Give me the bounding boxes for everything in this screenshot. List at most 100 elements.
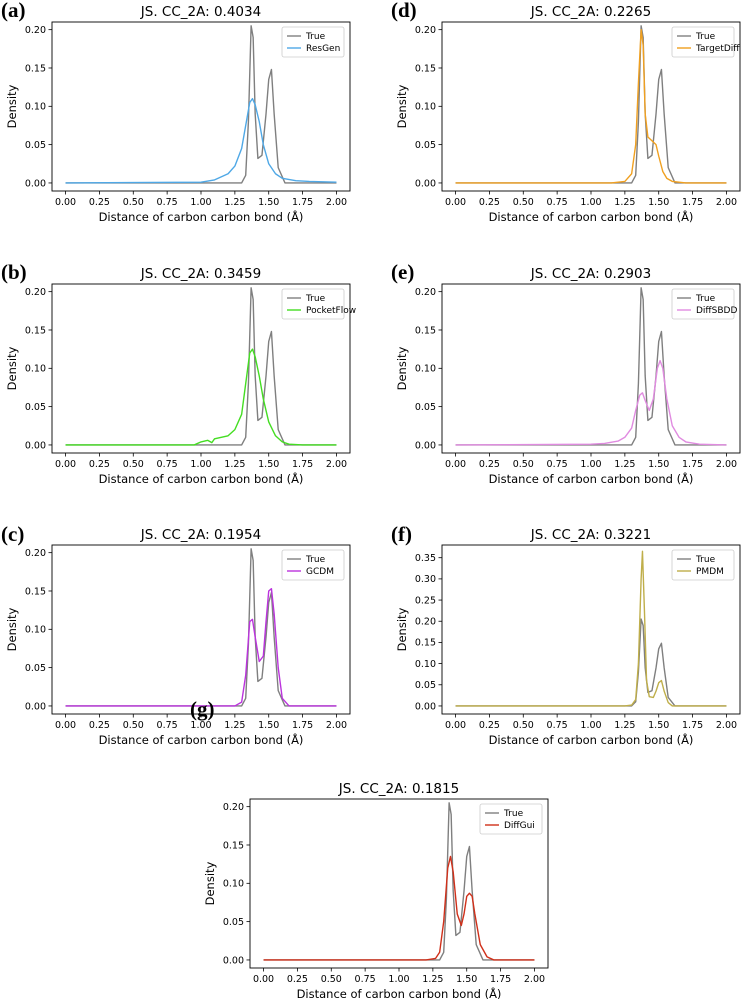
x-tick-label: 0.00 — [253, 974, 274, 985]
y-tick-label: 0.00 — [223, 955, 244, 966]
y-tick-label: 0.15 — [25, 325, 46, 336]
y-tick-label: 0.10 — [25, 625, 46, 636]
x-tick-label: 1.00 — [388, 974, 409, 985]
legend-label: True — [695, 294, 716, 304]
legend-box — [281, 288, 345, 320]
y-tick-label: 0.00 — [415, 178, 436, 189]
x-tick-label: 1.75 — [490, 974, 511, 985]
legend-label: ResGen — [306, 44, 340, 54]
y-tick-label: 0.05 — [25, 402, 46, 413]
chart-title: JS. CC_2A: 0.1954 — [140, 527, 261, 543]
x-tick-label: 1.00 — [580, 459, 601, 470]
x-tick-label: 2.00 — [326, 459, 347, 470]
x-tick-label: 0.25 — [479, 459, 500, 470]
x-tick-label: 1.75 — [292, 197, 313, 208]
y-tick-label: 0.05 — [223, 917, 244, 928]
y-tick-label: 0.10 — [25, 364, 46, 375]
x-tick-label: 2.00 — [716, 720, 737, 731]
y-tick-label: 0.05 — [415, 402, 436, 413]
x-tick-label: 0.00 — [55, 459, 76, 470]
x-tick-label: 0.00 — [445, 720, 466, 731]
chart-title: JS. CC_2A: 0.3459 — [140, 266, 261, 282]
legend-label: GCDM — [306, 567, 334, 577]
x-tick-label: 0.00 — [445, 197, 466, 208]
y-axis-label: Density — [5, 84, 19, 128]
x-tick-label: 2.00 — [326, 720, 347, 731]
series-line-true — [65, 548, 337, 707]
x-tick-label: 0.75 — [547, 459, 568, 470]
y-tick-label: 0.10 — [415, 102, 436, 113]
y-tick-label: 0.10 — [415, 659, 436, 670]
y-tick-label: 0.10 — [25, 102, 46, 113]
chart-panel-d: (d) JS. CC_2A: 0.2265 0.00 0.25 0.50 0.75 1.00… — [391, 0, 741, 224]
y-axis-label: Density — [395, 346, 409, 390]
panel-label: (b) — [1, 260, 27, 284]
x-axis-label: Distance of carbon carbon bond (Å) — [489, 209, 694, 224]
y-tick-label: 0.10 — [415, 364, 436, 375]
x-tick-label: 0.50 — [513, 197, 534, 208]
y-tick-label: 0.00 — [415, 701, 436, 712]
series-line-diffsbdd — [455, 359, 727, 446]
legend-label: DiffGui — [504, 821, 535, 831]
y-axis-label: Density — [5, 346, 19, 390]
panel-label: (d) — [391, 0, 417, 22]
x-tick-label: 1.00 — [190, 459, 211, 470]
y-tick-label: 0.15 — [415, 63, 436, 74]
x-tick-label: 1.25 — [224, 197, 245, 208]
x-axis-label: Distance of carbon carbon bond (Å) — [489, 471, 694, 486]
legend-box — [281, 26, 345, 58]
legend-label: TargetDiff — [695, 44, 740, 54]
y-axis-label: Density — [203, 861, 217, 905]
y-tick-label: 0.15 — [25, 586, 46, 597]
y-tick-label: 0.15 — [223, 840, 244, 851]
y-tick-label: 0.05 — [415, 680, 436, 691]
y-tick-label: 0.10 — [223, 879, 244, 890]
x-tick-label: 0.00 — [55, 720, 76, 731]
panel-label: (c) — [1, 522, 24, 546]
y-tick-label: 0.35 — [415, 553, 436, 564]
x-tick-label: 0.00 — [55, 197, 76, 208]
chart-panel-b: (b) JS. CC_2A: 0.3459 0.00 0.25 0.50 0.75 1.00… — [1, 260, 356, 486]
y-tick-label: 0.00 — [25, 440, 46, 451]
y-tick-label: 0.20 — [25, 287, 46, 298]
legend-box — [281, 549, 345, 581]
x-tick-label: 0.25 — [287, 974, 308, 985]
x-tick-label: 0.75 — [157, 720, 178, 731]
chart-panel-c: (c) JS. CC_2A: 0.1954 0.00 0.25 0.50 0.75 1.00… — [1, 522, 351, 747]
chart-title: JS. CC_2A: 0.2903 — [530, 266, 651, 282]
x-tick-label: 0.25 — [89, 720, 110, 731]
series-line-gcdm — [65, 587, 337, 707]
chart-panel-e: (e) JS. CC_2A: 0.2903 0.00 0.25 0.50 0.75 1.00… — [391, 260, 741, 486]
x-tick-label: 1.00 — [580, 197, 601, 208]
x-tick-label: 0.75 — [547, 720, 568, 731]
legend-label: PocketFlow — [306, 306, 356, 316]
series-line-targetdiff — [455, 28, 727, 184]
x-tick-label: 2.00 — [716, 197, 737, 208]
y-axis-label: Density — [395, 84, 409, 128]
legend-label: True — [305, 555, 326, 565]
y-tick-label: 0.00 — [25, 178, 46, 189]
chart-panel-g: (g) JS. CC_2A: 0.1815 0.00 0.25 0.50 0.75 1.00… — [190, 697, 549, 999]
x-tick-label: 0.00 — [445, 459, 466, 470]
y-tick-label: 0.05 — [415, 140, 436, 151]
x-tick-label: 1.00 — [580, 720, 601, 731]
y-tick-label: 0.20 — [223, 802, 244, 813]
y-tick-label: 0.00 — [25, 701, 46, 712]
x-tick-label: 2.00 — [326, 197, 347, 208]
panel-label: (f) — [391, 522, 412, 546]
x-tick-label: 2.00 — [524, 974, 545, 985]
legend-label: DiffSBDD — [696, 306, 737, 316]
y-tick-label: 0.05 — [25, 140, 46, 151]
x-axis-label: Distance of carbon carbon bond (Å) — [297, 986, 502, 999]
x-tick-label: 1.50 — [258, 197, 279, 208]
legend-label: True — [695, 555, 716, 565]
x-tick-label: 1.50 — [648, 720, 669, 731]
chart-panel-a: (a) JS. CC_2A: 0.4034 0.00 0.25 0.50 0.75 1.00… — [1, 0, 351, 224]
x-tick-label: 1.25 — [614, 197, 635, 208]
series-line-true — [65, 25, 337, 184]
y-tick-label: 0.30 — [415, 574, 436, 585]
x-tick-label: 1.50 — [258, 720, 279, 731]
legend-label: True — [695, 32, 716, 42]
y-tick-label: 0.20 — [25, 548, 46, 559]
